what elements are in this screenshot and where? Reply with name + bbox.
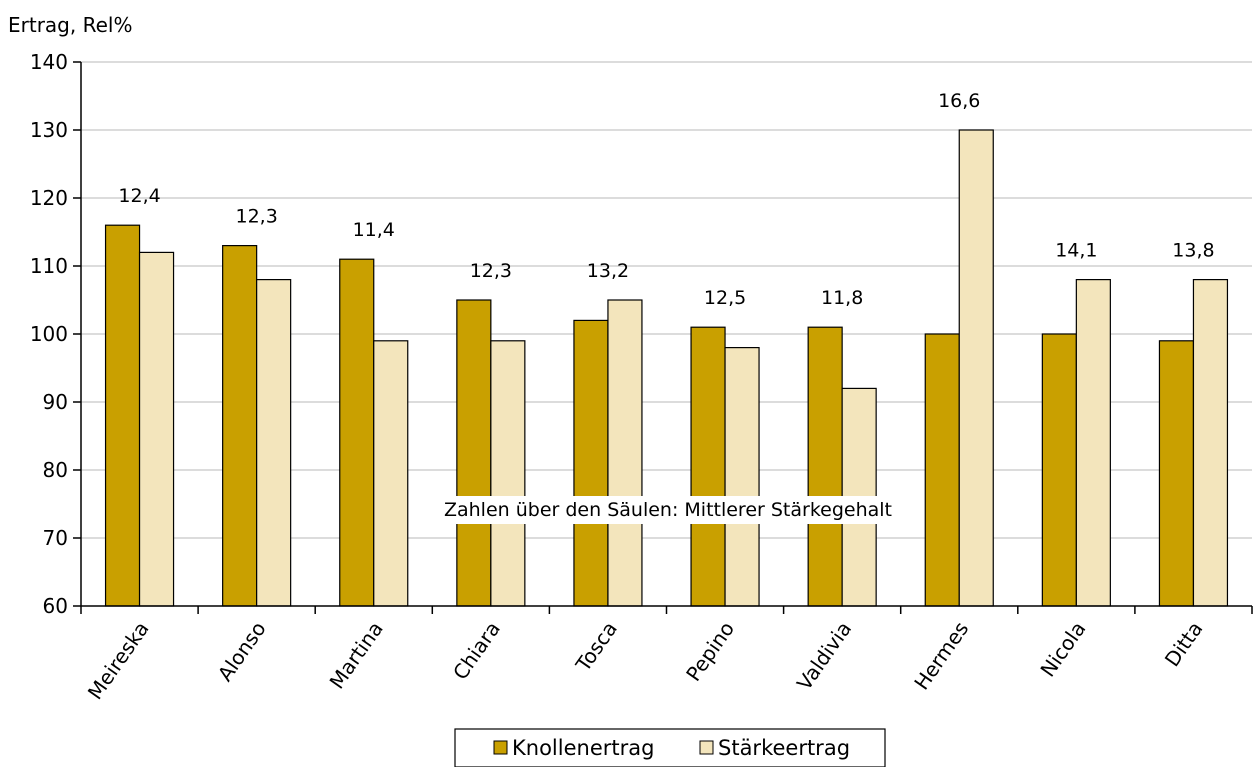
y-axis-label: Ertrag, Rel% — [8, 13, 132, 37]
legend-label-knollenertrag: Knollenertrag — [512, 736, 654, 760]
y-tick-label: 140 — [30, 50, 68, 74]
bars — [104, 129, 1229, 607]
x-tick-label: Martina — [325, 617, 388, 693]
bar-value-labels: 12,4 12,3 11,4 12,3 13,2 12,5 11,8 16,6 14,1 13,8 — [118, 90, 1214, 309]
bar-knollenertrag — [1041, 333, 1077, 607]
bar-knollenertrag — [456, 299, 492, 607]
bar-value-label: 11,8 — [821, 287, 863, 309]
bar-staerkeertrag — [607, 299, 643, 607]
bar-knollenertrag — [1158, 340, 1195, 607]
bar-staerkeertrag — [958, 129, 994, 607]
x-tick-label: Nicola — [1035, 617, 1090, 681]
legend-label-staerkeertrag: Stärkeertrag — [718, 736, 850, 760]
x-tick-label: Pepino — [681, 617, 739, 686]
legend-swatch-staerkeertrag — [699, 740, 714, 755]
annotation-text: Zahlen über den Säulen: Mittlerer Stärke… — [444, 499, 892, 521]
y-tick-label: 90 — [43, 390, 68, 414]
bar-knollenertrag — [807, 326, 843, 607]
bar-knollenertrag — [573, 319, 609, 607]
legend: Knollenertrag Stärkeertrag — [454, 728, 886, 767]
annotation-background — [437, 496, 899, 524]
y-tick-label: 70 — [43, 526, 68, 550]
bar-staerkeertrag — [1192, 279, 1229, 607]
bar-value-label: 14,1 — [1055, 240, 1097, 262]
y-tick-label: 110 — [30, 254, 68, 278]
bar-knollenertrag — [690, 326, 726, 607]
y-tick-label: 100 — [30, 322, 68, 346]
legend-box — [454, 728, 886, 767]
y-tick-label: 130 — [30, 118, 68, 142]
legend-swatch-knollenertrag — [493, 740, 508, 755]
x-tick-label: Ditta — [1160, 617, 1208, 671]
x-tick-label: Hermes — [909, 617, 973, 694]
bar-value-label: 12,3 — [235, 206, 277, 228]
x-tick-label: Alonso — [213, 617, 271, 685]
bar-value-label: 11,4 — [353, 219, 395, 241]
bar-knollenertrag — [104, 224, 141, 607]
bar-value-label: 13,8 — [1172, 240, 1214, 262]
bar-value-label: 12,3 — [470, 260, 512, 282]
bar-knollenertrag — [339, 258, 375, 607]
bar-value-label: 12,4 — [118, 185, 160, 207]
bar-staerkeertrag — [1075, 279, 1111, 607]
bar-knollenertrag — [222, 245, 258, 607]
bar-knollenertrag — [924, 333, 960, 607]
bar-staerkeertrag — [138, 251, 175, 607]
x-tick-label: Tosca — [570, 617, 622, 676]
bar-staerkeertrag — [724, 347, 760, 607]
annotation: Zahlen über den Säulen: Mittlerer Stärke… — [437, 496, 899, 524]
bar-staerkeertrag — [490, 340, 526, 607]
y-tick-label: 120 — [30, 186, 68, 210]
y-tick-label: 80 — [43, 458, 68, 482]
bar-value-label: 13,2 — [587, 260, 629, 282]
x-tick-label: Meireska — [83, 617, 154, 704]
x-tick-label: Chiara — [448, 617, 505, 684]
bar-staerkeertrag — [373, 340, 409, 607]
x-tick-label: Valdivia — [792, 617, 856, 695]
bar-staerkeertrag — [256, 279, 292, 607]
y-tick-label: 60 — [43, 594, 68, 618]
bar-value-label: 16,6 — [938, 90, 980, 112]
bar-value-label: 12,5 — [704, 287, 746, 309]
